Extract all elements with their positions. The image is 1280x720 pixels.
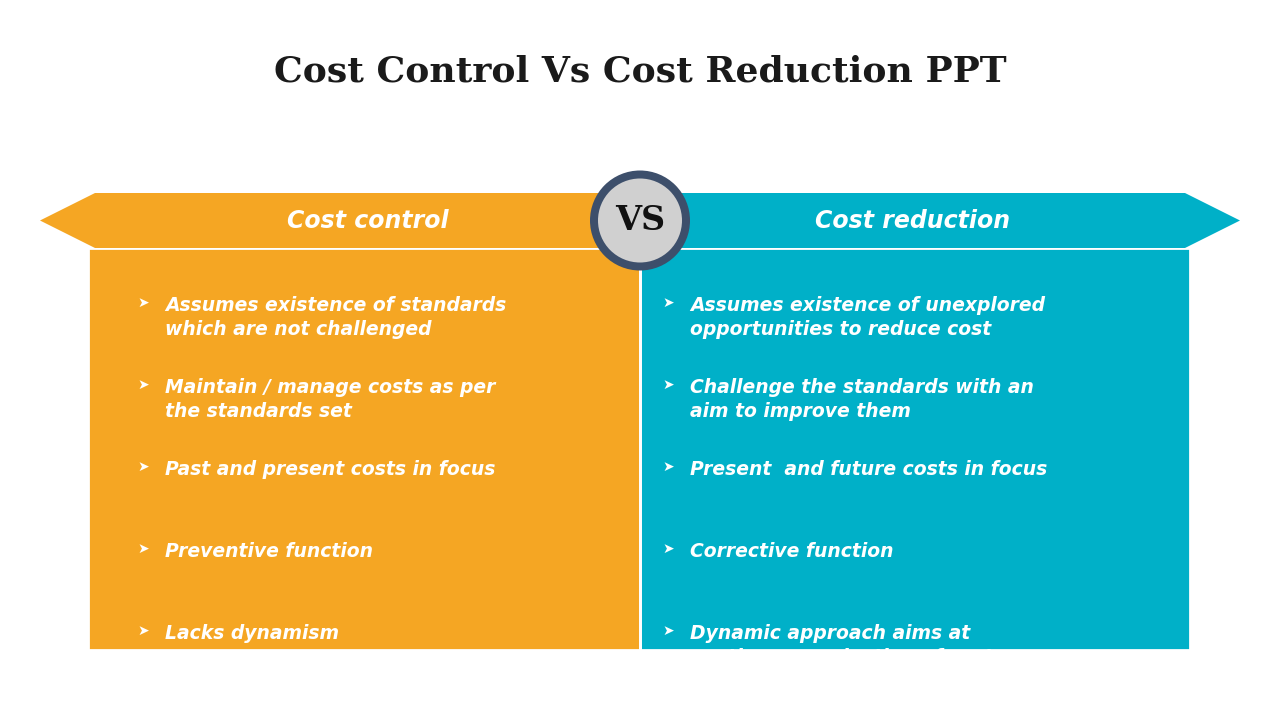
Polygon shape: [640, 248, 1190, 650]
Text: ➤: ➤: [137, 460, 148, 474]
Text: Dynamic approach aims at
continuous reduction of cost: Dynamic approach aims at continuous redu…: [690, 624, 993, 667]
Polygon shape: [88, 248, 640, 650]
Text: Cost control: Cost control: [287, 209, 448, 233]
Text: Present  and future costs in focus: Present and future costs in focus: [690, 460, 1047, 479]
Text: Past and present costs in focus: Past and present costs in focus: [165, 460, 495, 479]
Text: ➤: ➤: [662, 460, 673, 474]
Text: ➤: ➤: [662, 542, 673, 556]
Text: Cost reduction: Cost reduction: [815, 209, 1010, 233]
Text: ➤: ➤: [137, 542, 148, 556]
Text: Lacks dynamism: Lacks dynamism: [165, 624, 339, 643]
Text: Preventive function: Preventive function: [165, 542, 372, 561]
Text: ➤: ➤: [662, 378, 673, 392]
Text: ➤: ➤: [137, 296, 148, 310]
Circle shape: [598, 179, 682, 263]
Text: ➤: ➤: [137, 378, 148, 392]
Text: Maintain / manage costs as per
the standards set: Maintain / manage costs as per the stand…: [165, 378, 495, 421]
Text: ➤: ➤: [137, 624, 148, 638]
Text: VS: VS: [614, 204, 666, 237]
Circle shape: [590, 171, 690, 271]
Text: ➤: ➤: [662, 624, 673, 638]
Text: Cost Control Vs Cost Reduction PPT: Cost Control Vs Cost Reduction PPT: [274, 55, 1006, 89]
Polygon shape: [640, 193, 1240, 248]
Text: Corrective function: Corrective function: [690, 542, 893, 561]
Text: Assumes existence of standards
which are not challenged: Assumes existence of standards which are…: [165, 296, 507, 339]
Polygon shape: [40, 193, 640, 248]
Text: ➤: ➤: [662, 296, 673, 310]
Text: Challenge the standards with an
aim to improve them: Challenge the standards with an aim to i…: [690, 378, 1034, 421]
Text: Assumes existence of unexplored
opportunities to reduce cost: Assumes existence of unexplored opportun…: [690, 296, 1044, 339]
